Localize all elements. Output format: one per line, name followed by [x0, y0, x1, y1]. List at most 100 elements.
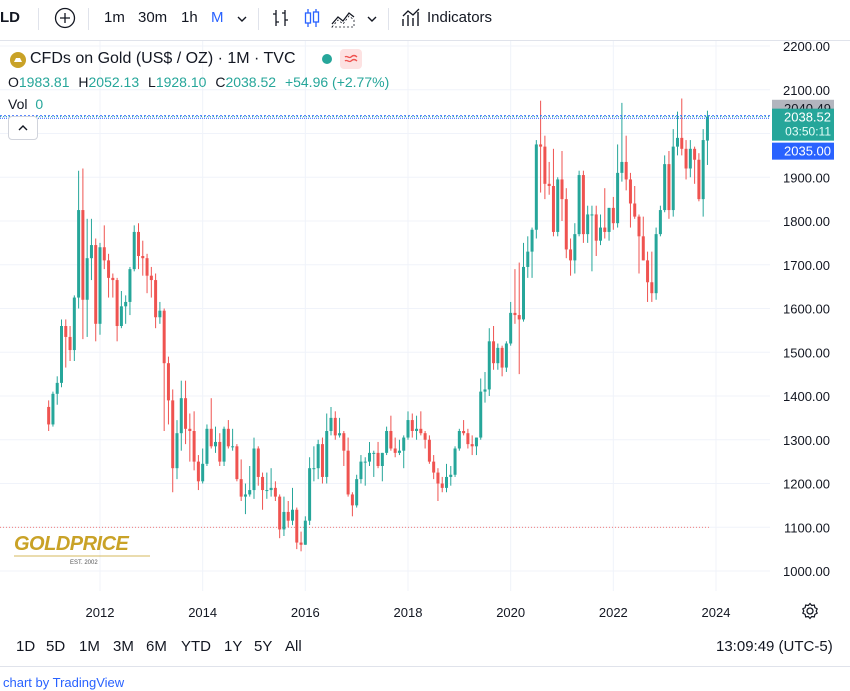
- candle-body: [487, 341, 491, 390]
- range-6m[interactable]: 6M: [146, 638, 167, 655]
- candle-body: [209, 428, 213, 447]
- interval-1m[interactable]: 1m: [104, 9, 125, 26]
- interval-1h[interactable]: 1h: [181, 9, 198, 26]
- chart-area[interactable]: GOLDPRICE EST. 2002 1000.00 1100.00 1200.0…: [0, 40, 850, 625]
- candle-body: [162, 310, 166, 364]
- candle-body: [415, 428, 419, 431]
- candle: [68, 326, 72, 361]
- candle: [650, 251, 654, 302]
- candle: [346, 437, 350, 497]
- candle: [119, 291, 123, 329]
- open-value: 1983.81: [18, 74, 70, 90]
- symbol-name[interactable]: LD: [0, 9, 20, 26]
- candle: [235, 444, 239, 482]
- candle-body: [372, 452, 376, 454]
- candle: [573, 223, 577, 274]
- candle-body: [440, 483, 444, 488]
- candle: [492, 326, 496, 370]
- candle-body: [299, 542, 303, 545]
- candle: [291, 487, 294, 526]
- candle: [633, 186, 637, 219]
- candle: [611, 196, 615, 230]
- candle-body: [192, 431, 196, 462]
- candle-body: [646, 260, 650, 283]
- gear-icon[interactable]: [801, 602, 819, 625]
- range-1d[interactable]: 1D: [16, 638, 36, 655]
- candle: [175, 420, 179, 480]
- candle: [64, 319, 68, 368]
- range-all[interactable]: All: [285, 638, 302, 655]
- price-chart[interactable]: GOLDPRICE EST. 2002 1000.00 1100.00 1200.0…: [0, 41, 850, 625]
- range-5y[interactable]: 5Y: [254, 638, 273, 655]
- indicators-button[interactable]: Indicators: [427, 9, 493, 26]
- candle: [453, 446, 457, 477]
- delayed-data-icon[interactable]: [340, 49, 362, 73]
- candle: [470, 435, 474, 456]
- interval-m-active[interactable]: M: [211, 9, 224, 26]
- candle: [380, 452, 384, 482]
- candle-body: [599, 227, 602, 241]
- candle-body: [423, 433, 427, 440]
- chart-grid: [0, 41, 770, 591]
- candle-body: [141, 256, 145, 259]
- collapse-legend-button[interactable]: [8, 116, 38, 140]
- tradingview-credit-link[interactable]: chart by TradingView: [3, 675, 125, 690]
- candle: [282, 496, 286, 536]
- area-chart-type-icon[interactable]: [330, 7, 356, 33]
- range-5d[interactable]: 5D: [46, 638, 66, 655]
- candle: [564, 188, 568, 259]
- time-axis-label: 2020: [496, 605, 525, 620]
- indicators-icon[interactable]: [400, 7, 422, 33]
- candle-body: [355, 479, 359, 506]
- candle: [590, 205, 594, 272]
- candle-body: [175, 433, 179, 469]
- candle: [137, 223, 140, 270]
- candle-body: [436, 472, 440, 484]
- candle-body: [47, 406, 51, 425]
- symbol-title[interactable]: CFDs on Gold (US$ / OZ) · 1M · TVC: [30, 50, 296, 67]
- range-ytd[interactable]: YTD: [181, 638, 211, 655]
- candle-body: [705, 116, 709, 141]
- range-3m[interactable]: 3M: [113, 638, 134, 655]
- candle: [329, 406, 333, 436]
- candle: [641, 216, 645, 261]
- candle-body: [697, 159, 701, 200]
- candle-body: [325, 431, 329, 477]
- candle-body: [363, 461, 367, 463]
- candle-body: [616, 172, 620, 224]
- price-lines: [0, 115, 770, 119]
- add-symbol-icon[interactable]: [54, 7, 76, 33]
- candle-body: [385, 431, 389, 453]
- candle-body: [338, 433, 342, 436]
- candle: [603, 188, 607, 239]
- bars-chart-type-icon[interactable]: [270, 7, 292, 33]
- candle-body: [72, 297, 76, 351]
- high-label: H: [78, 74, 89, 90]
- interval-30m[interactable]: 30m: [138, 9, 168, 26]
- clock-timezone[interactable]: 13:09:49 (UTC-5): [716, 638, 833, 655]
- chevron-down-icon[interactable]: [236, 12, 248, 29]
- candle-body: [368, 452, 371, 462]
- candle: [128, 266, 132, 316]
- chevron-down-icon[interactable]: [366, 12, 378, 29]
- candles-chart-type-icon[interactable]: [301, 7, 323, 33]
- last-price-tag: 2038.52: [784, 110, 831, 125]
- candle-body: [663, 164, 667, 211]
- candle-body: [410, 420, 414, 431]
- candle-body: [680, 137, 684, 149]
- candle: [278, 494, 282, 539]
- candle-body: [64, 326, 68, 337]
- candle-body: [671, 146, 675, 211]
- candle-body: [214, 441, 217, 447]
- candle: [402, 435, 406, 469]
- candle-body: [231, 446, 235, 448]
- candle: [149, 266, 153, 298]
- range-1y[interactable]: 1Y: [224, 638, 243, 655]
- candle-body: [483, 389, 487, 392]
- range-1m[interactable]: 1M: [79, 638, 100, 655]
- candle-body: [453, 448, 457, 475]
- candle: [273, 481, 277, 501]
- candle: [684, 140, 688, 180]
- candle-body: [171, 400, 175, 469]
- crosshair-price-tag: 2035.00: [784, 144, 831, 159]
